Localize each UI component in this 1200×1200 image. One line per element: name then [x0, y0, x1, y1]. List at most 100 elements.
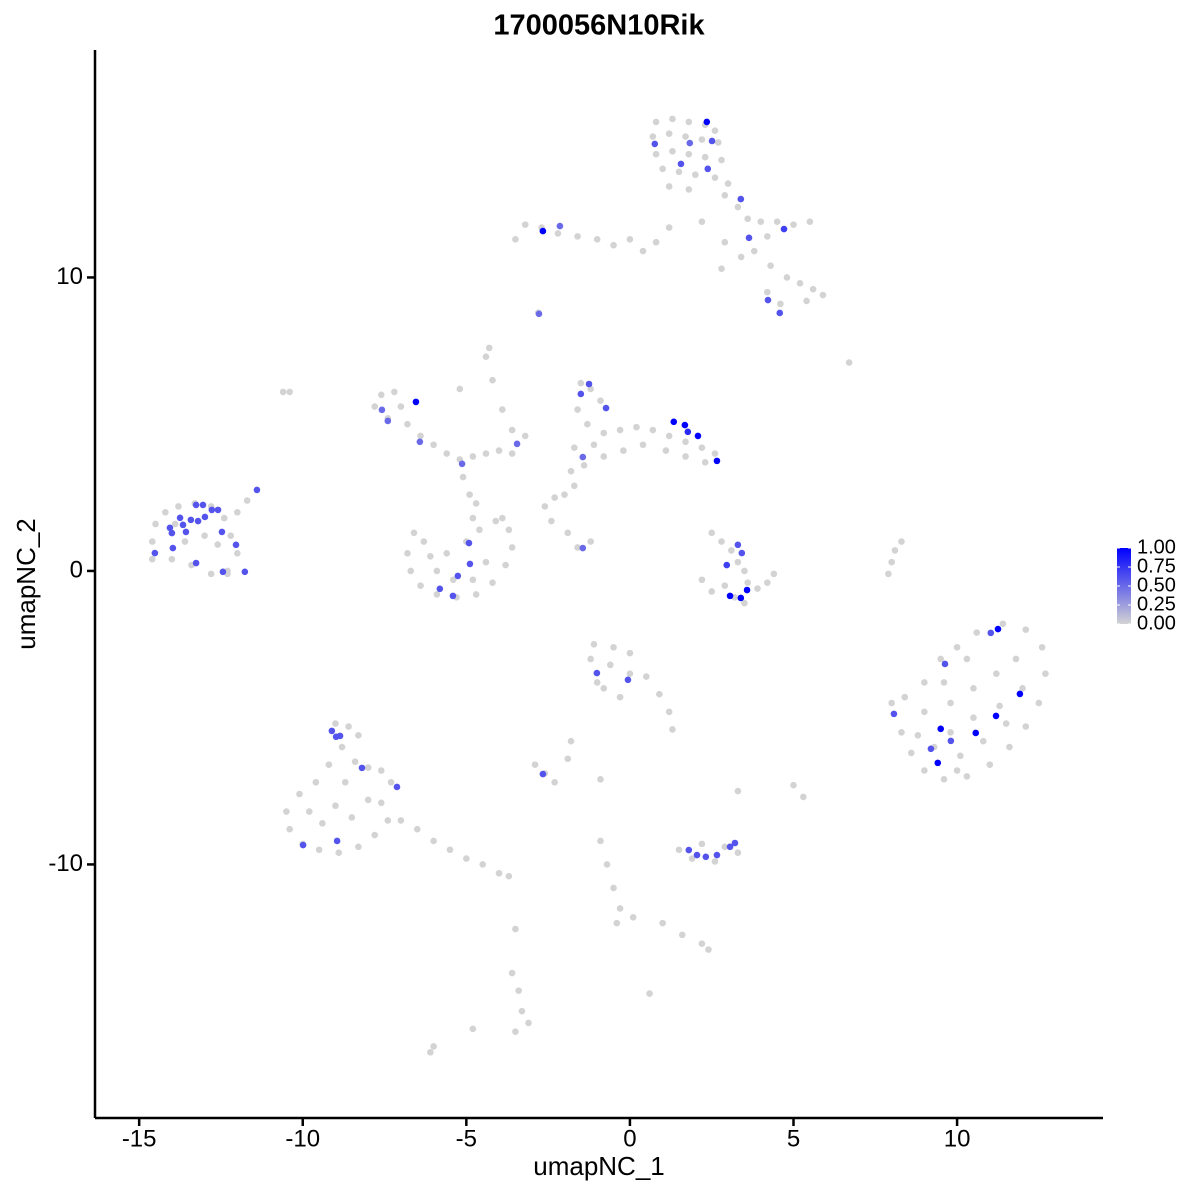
point [436, 585, 444, 593]
point [505, 526, 513, 534]
point [602, 404, 610, 412]
point [777, 300, 784, 308]
point [417, 432, 424, 440]
point [750, 247, 758, 255]
point [430, 837, 437, 845]
point [914, 731, 922, 739]
point [1012, 655, 1020, 663]
x-tick-label: 0 [623, 1125, 636, 1152]
x-tick-label: -5 [456, 1125, 477, 1152]
point [508, 450, 516, 457]
y-tick-label: 10 [56, 263, 83, 290]
point [734, 203, 742, 211]
point [610, 884, 617, 892]
point [508, 969, 516, 977]
point [286, 388, 293, 396]
point [391, 388, 398, 396]
point [512, 925, 519, 933]
point [332, 720, 339, 727]
point [934, 759, 942, 767]
point [234, 550, 241, 557]
x-tick-label: 10 [944, 1125, 971, 1152]
colorbar-label: 0.75 [1137, 555, 1176, 577]
point [179, 521, 187, 529]
point [564, 529, 572, 537]
point [734, 541, 742, 549]
point [764, 296, 772, 304]
point [1002, 720, 1010, 727]
point [551, 494, 558, 501]
point [564, 755, 572, 763]
point [688, 855, 696, 862]
point [446, 846, 454, 854]
point [714, 139, 722, 146]
point [171, 520, 179, 528]
point [227, 532, 235, 540]
point [711, 858, 719, 865]
point [521, 221, 529, 228]
point [953, 767, 961, 774]
point [708, 588, 716, 595]
chart-title: 1700056N10Rik [493, 10, 705, 42]
point [199, 501, 207, 509]
point [888, 558, 895, 566]
point [1042, 670, 1049, 677]
point [652, 150, 660, 158]
point [764, 288, 771, 296]
point [587, 538, 594, 545]
point [515, 987, 522, 994]
point [207, 570, 215, 578]
point [577, 390, 585, 398]
point [616, 905, 624, 912]
point [577, 379, 585, 387]
point [495, 447, 503, 454]
point [214, 541, 221, 548]
point [377, 799, 385, 807]
point [495, 869, 503, 877]
point [809, 285, 817, 293]
point [681, 421, 689, 429]
point [940, 679, 948, 686]
point [482, 558, 490, 566]
point [152, 520, 159, 528]
point [745, 234, 753, 242]
point [162, 508, 169, 516]
point [489, 376, 496, 384]
point [579, 544, 587, 552]
colorbar-label: 0.00 [1137, 612, 1176, 634]
point [698, 840, 706, 848]
point [574, 233, 581, 240]
point [535, 310, 543, 318]
point [499, 406, 506, 413]
point [181, 538, 189, 545]
axes: -15 -10 -5 0 5 10 -10 0 10 [48, 50, 1103, 1152]
point [458, 460, 466, 468]
point [234, 508, 241, 516]
point [587, 385, 594, 393]
point [947, 699, 954, 707]
point [675, 168, 683, 176]
point [790, 781, 797, 789]
point [590, 641, 598, 648]
point [512, 1028, 519, 1036]
point [993, 670, 1000, 677]
point [593, 679, 601, 686]
point [387, 778, 395, 786]
point [404, 550, 411, 557]
point [492, 517, 500, 525]
point [927, 745, 935, 753]
point [355, 843, 362, 851]
point [166, 524, 174, 532]
point [168, 529, 176, 537]
point [773, 218, 781, 225]
point [332, 802, 339, 810]
point [427, 552, 434, 560]
point [888, 699, 895, 707]
point [970, 685, 977, 692]
point [677, 160, 685, 168]
point [175, 503, 182, 510]
point [377, 391, 385, 399]
point [659, 919, 666, 927]
point [505, 872, 513, 880]
point [580, 461, 588, 469]
